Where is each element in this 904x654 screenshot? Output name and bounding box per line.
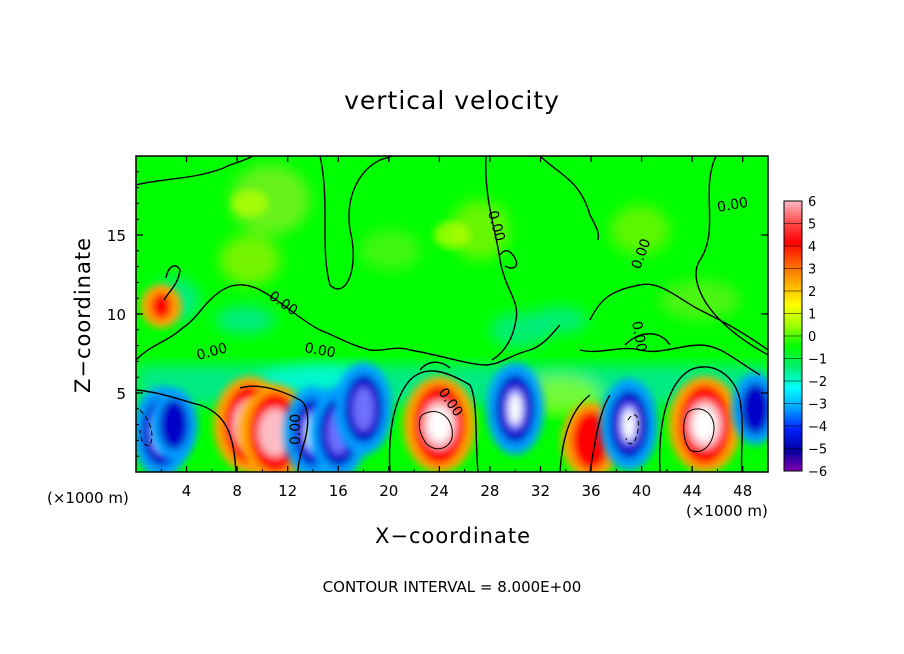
contour-line [136,156,253,186]
x-tick-label: 4 [182,482,192,500]
contour-labels: 0.00 0.00 0.00 0.00 0.00 0.00 0.00 0.00 … [195,195,749,445]
cell [433,221,471,249]
contour-line [579,344,761,376]
contour-line [136,389,237,472]
contour-interval-note: CONTOUR INTERVAL = 8.000E+00 [322,578,582,596]
colorbar-label: 4 [808,240,816,255]
cell [486,362,544,455]
x-tick-label: 12 [278,482,297,500]
x-tick-label: 40 [632,482,651,500]
colorbar-label: 6 [808,195,816,210]
x-tick-label: 32 [531,482,550,500]
contour-line [499,250,518,269]
contour-line [419,361,451,371]
cell [150,388,198,461]
colorbar-label: 1 [808,308,816,323]
contour-label: 0.00 [288,414,304,445]
colorbar-label: −3 [808,398,827,413]
x-tick-label: 24 [430,482,449,500]
contour-line [163,265,181,301]
y-tick-label: 15 [107,227,126,245]
contour-line [559,394,591,472]
contour-label: 0.00 [628,320,649,353]
convective-cells [136,189,768,472]
y-tick-label: 5 [116,385,126,403]
cell [668,376,741,472]
contour-line [539,156,600,241]
cell [334,362,393,455]
cell [403,376,476,472]
y-tick-label: 10 [107,306,126,324]
x-tick-label: 44 [683,482,702,500]
chart-title: vertical velocity [344,86,560,115]
contour-line [319,156,393,290]
y-axis: 5 10 15 [107,171,768,457]
contour-line [589,283,768,351]
cell [140,284,182,328]
cell [231,189,269,217]
x-tick-label: 36 [581,482,600,500]
contour-line [624,333,671,346]
x-tick-label: 20 [379,482,398,500]
contour-label: 0.00 [716,195,749,216]
colorbar-label: 3 [808,263,816,278]
contour-label: 0.00 [484,209,508,243]
plot-field: 0.00 0.00 0.00 0.00 0.00 0.00 0.00 0.00 … [136,156,768,472]
contour-line [695,156,768,356]
colorbar-label: −4 [808,420,827,435]
contour-line [658,366,743,472]
contour-line [239,385,309,472]
colorbar-label: 5 [808,218,816,233]
x-unit-label-right: (×1000 m) [686,502,768,520]
cell [600,378,658,471]
x-tick-label: 28 [480,482,499,500]
positive-contours [418,408,715,453]
colorbar-label: 2 [808,285,816,300]
colorbar-label: −6 [808,465,827,480]
y-axis-label: Z−coordinate [71,237,95,393]
x-unit-label-left: (×1000 m) [47,489,129,507]
contour-label: 0.00 [195,340,229,364]
colorbar-label: −1 [808,353,827,368]
contour-lines [136,156,768,472]
x-tick-label: 8 [232,482,242,500]
colorbar: 6 5 4 3 2 1 0 −1 −2 −3 −4 −5 −6 [783,195,827,480]
inner-contour [418,411,453,450]
contour-line [388,370,479,472]
cell [731,372,768,445]
negative-contours [139,409,639,447]
contour-label: 0.00 [303,340,336,361]
contour-line [589,394,611,472]
contour-line [136,284,561,366]
colorbar-label: −5 [808,443,827,458]
colorbar-label: 0 [808,330,816,345]
dashed-contour [625,414,639,445]
dashed-contour [139,409,153,447]
x-tick-label: 16 [329,482,348,500]
x-axis-label: X−coordinate [375,524,531,548]
x-tick-label: 48 [733,482,752,500]
x-axis: 4 8 12 16 20 24 28 32 36 40 44 48 [160,156,752,500]
inner-contour [683,408,715,453]
colorbar-label: −2 [808,375,827,390]
contour-line [485,156,518,361]
